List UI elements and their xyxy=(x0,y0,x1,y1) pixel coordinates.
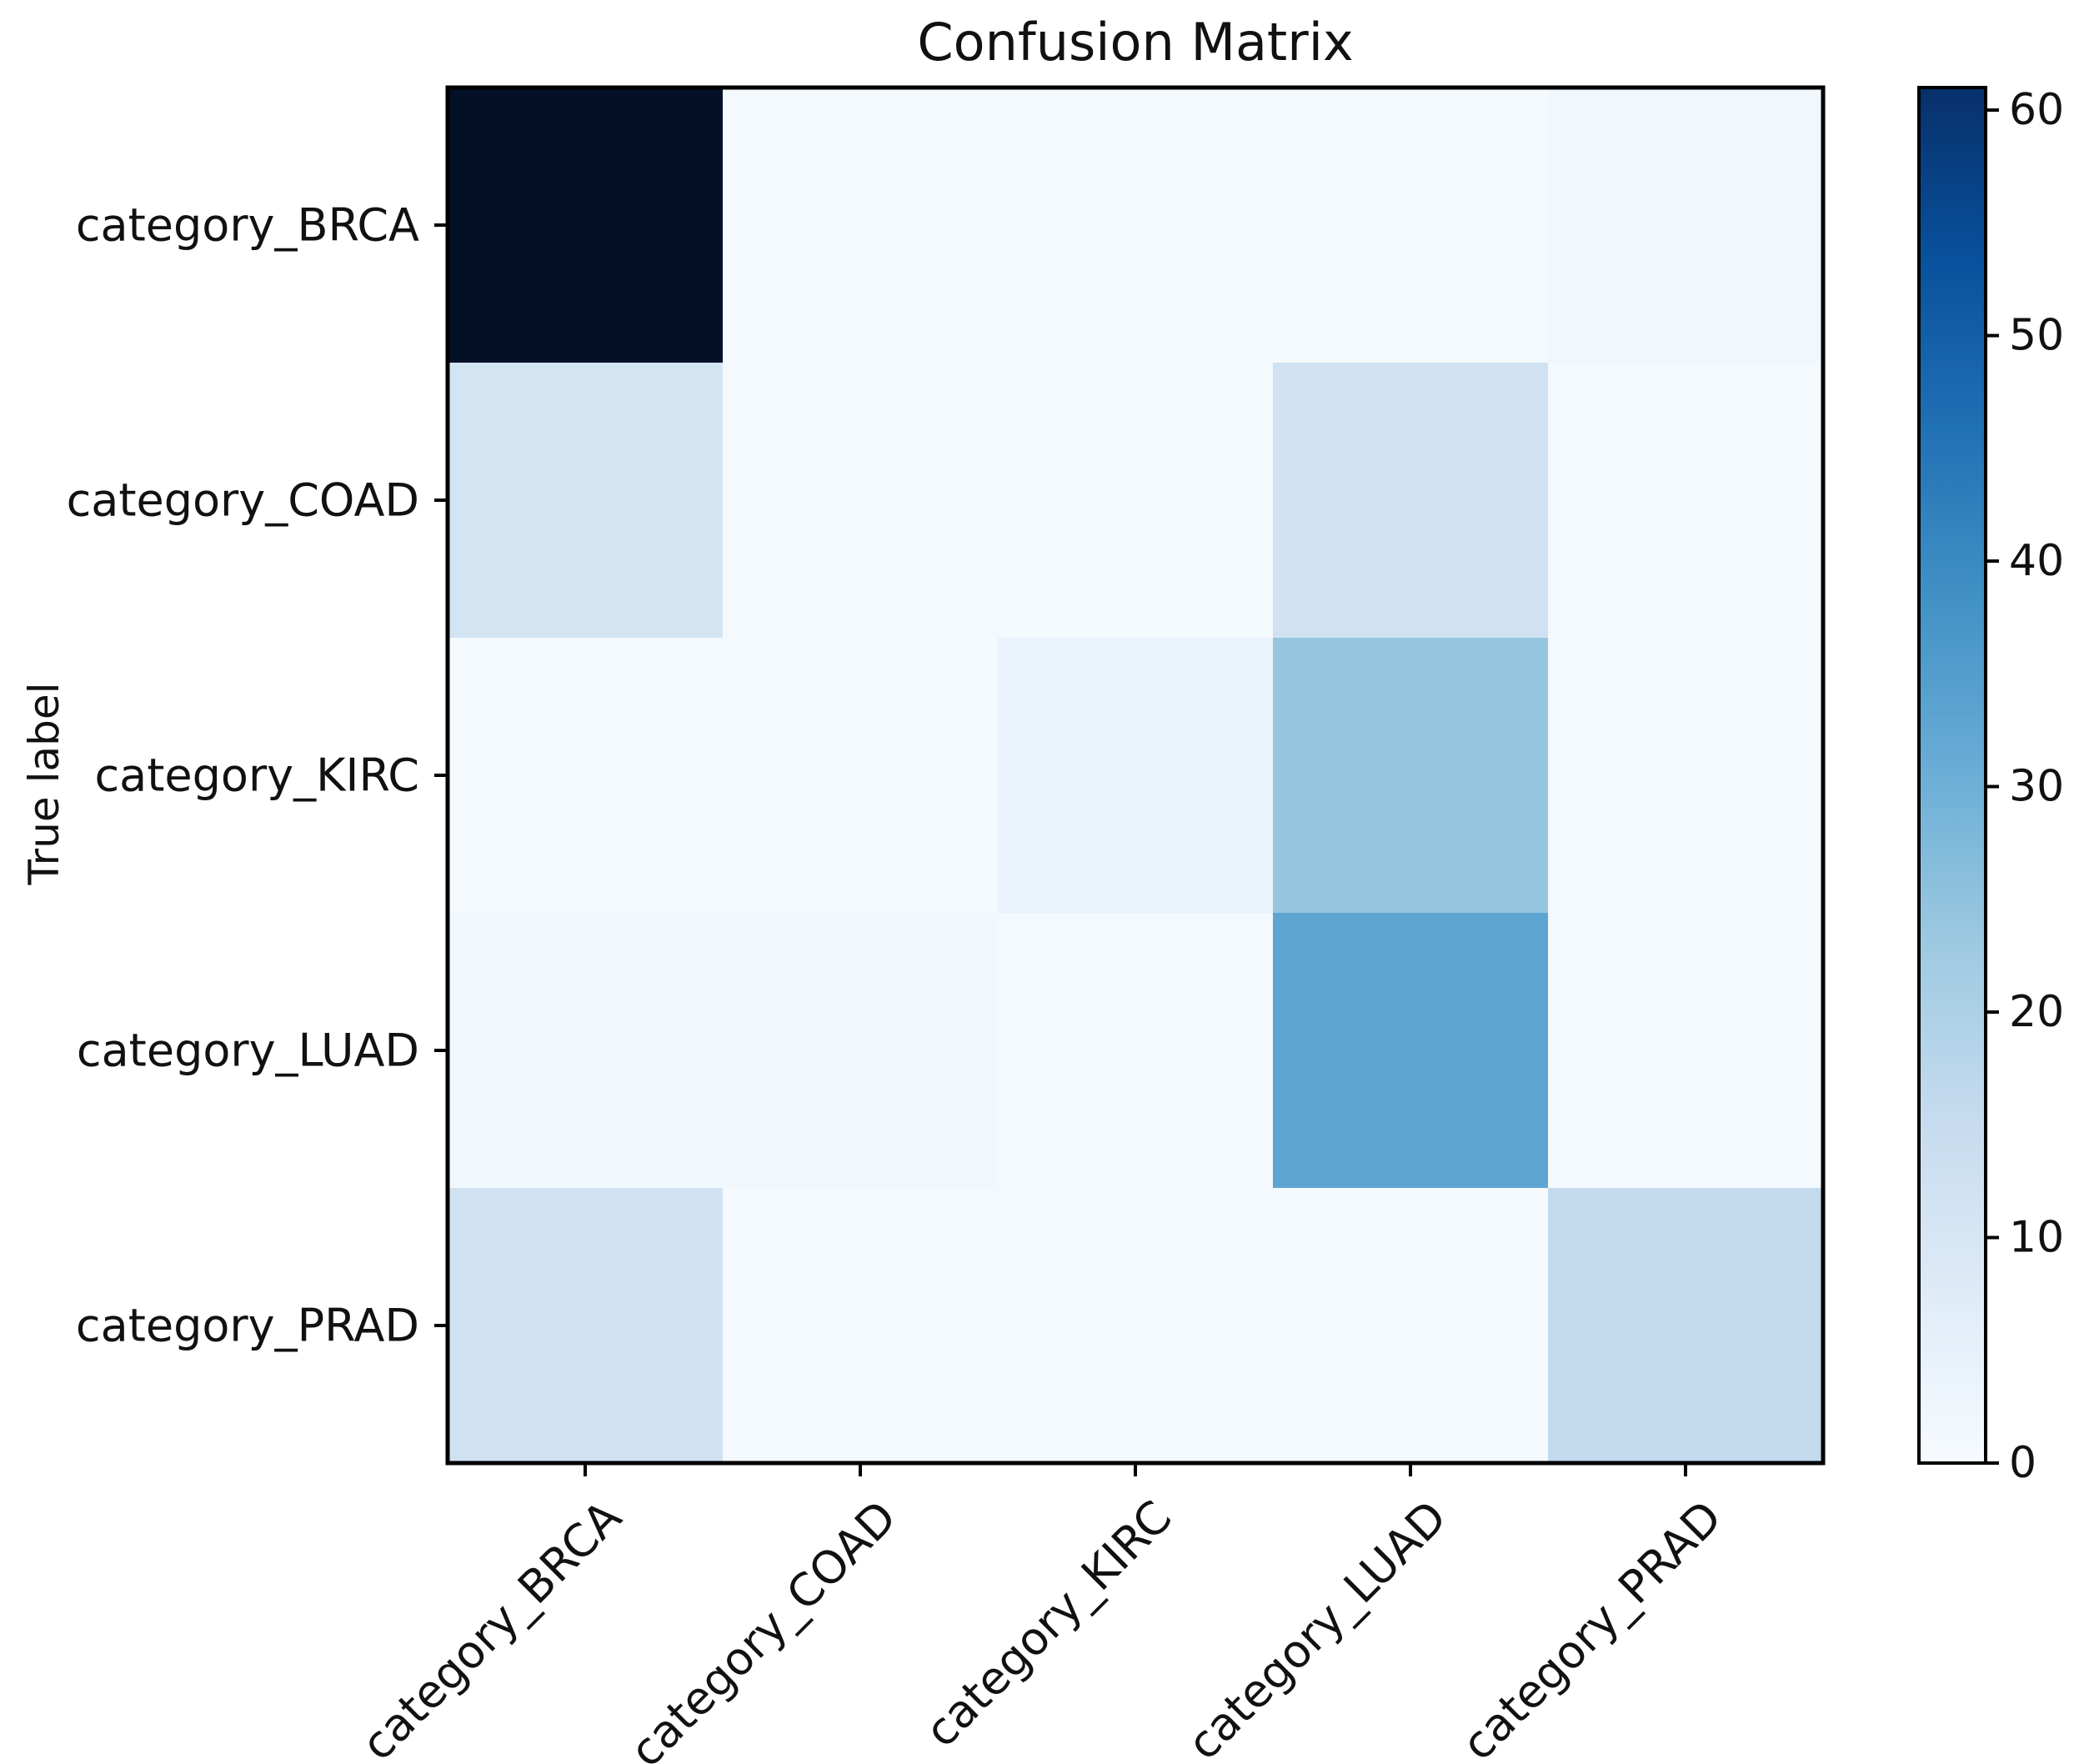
matrix-cell-r3-c2 xyxy=(998,913,1274,1189)
matrix-cells xyxy=(448,88,1824,1464)
matrix-cell-r2-c2 xyxy=(998,638,1274,914)
matrix-cell-r4-c0 xyxy=(448,1188,724,1464)
colorbar-tick-label: 30 xyxy=(2009,762,2064,812)
matrix-cell-r0-c4 xyxy=(1548,88,1824,363)
matrix-cell-r2-c3 xyxy=(1273,638,1549,914)
column-tick-label: category_LUAD xyxy=(1177,1491,1456,1764)
row-tick-label: category_LUAD xyxy=(77,1025,419,1077)
matrix-cell-r0-c3 xyxy=(1273,88,1549,363)
row-tick-label: category_BRCA xyxy=(76,199,419,252)
colorbar-tick-label: 60 xyxy=(2009,85,2064,135)
colorbar-tick-label: 50 xyxy=(2009,311,2064,361)
colorbar-tick-label: 10 xyxy=(2009,1213,2064,1263)
column-tick-label: category_PRAD xyxy=(1452,1491,1732,1764)
matrix-cell-r0-c2 xyxy=(998,88,1274,363)
y-axis-title: True label xyxy=(20,682,68,885)
matrix-cell-r4-c4 xyxy=(1548,1188,1824,1464)
column-tick-label: category_KIRC xyxy=(914,1491,1181,1757)
column-tick-label: category_BRCA xyxy=(351,1491,631,1764)
column-tick-label: category_COAD xyxy=(620,1491,907,1764)
row-tick-label: category_KIRC xyxy=(94,749,419,802)
matrix-cell-r4-c3 xyxy=(1273,1188,1549,1464)
matrix-cell-r0-c0 xyxy=(448,88,724,363)
matrix-cell-r1-c3 xyxy=(1273,363,1549,639)
colorbar-ticks: 0 10 20 30 40 50 60 xyxy=(1986,85,2064,1488)
row-tick-label: category_COAD xyxy=(67,474,419,527)
chart-title: Confusion Matrix xyxy=(917,12,1353,73)
matrix-cell-r4-c2 xyxy=(998,1188,1274,1464)
matrix-cell-r1-c2 xyxy=(998,363,1274,639)
matrix-cell-r4-c1 xyxy=(723,1188,999,1464)
matrix-cell-r0-c1 xyxy=(723,88,999,363)
matrix-cell-r2-c1 xyxy=(723,638,999,914)
matrix-cell-r3-c0 xyxy=(448,913,724,1189)
matrix-cell-r3-c3 xyxy=(1273,913,1549,1189)
matrix-cell-r2-c4 xyxy=(1548,638,1824,914)
colorbar-tick-label: 0 xyxy=(2009,1438,2036,1488)
matrix-cell-r3-c4 xyxy=(1548,913,1824,1189)
matrix-cell-r1-c4 xyxy=(1548,363,1824,639)
row-tick-label: category_PRAD xyxy=(76,1300,419,1352)
matrix-cell-r1-c1 xyxy=(723,363,999,639)
row-tick-labels: category_BRCA category_COAD category_KIRCc… xyxy=(67,199,448,1352)
matrix-cell-r2-c0 xyxy=(448,638,724,914)
colorbar xyxy=(1917,86,1987,1465)
matrix-cell-r3-c1 xyxy=(723,913,999,1189)
colorbar-tick-label: 40 xyxy=(2009,536,2064,586)
matrix-cell-r1-c0 xyxy=(448,363,724,639)
colorbar-tick-label: 20 xyxy=(2009,987,2064,1037)
